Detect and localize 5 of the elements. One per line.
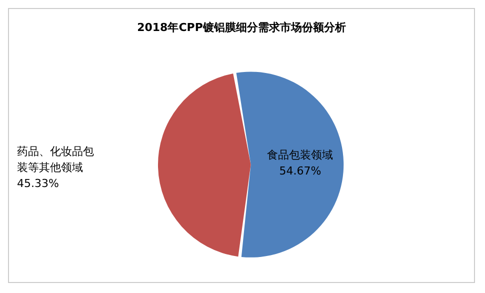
slice-label: 食品包装领域 [267, 148, 334, 162]
chart-title: 2018年CPP镀铝膜细分需求市场份额分析 [137, 21, 346, 34]
data-label: 45.33% [17, 177, 59, 190]
slice-label: 药品、化妆品包装等其他领域 [17, 145, 94, 174]
data-label: 54.67% [279, 164, 322, 178]
